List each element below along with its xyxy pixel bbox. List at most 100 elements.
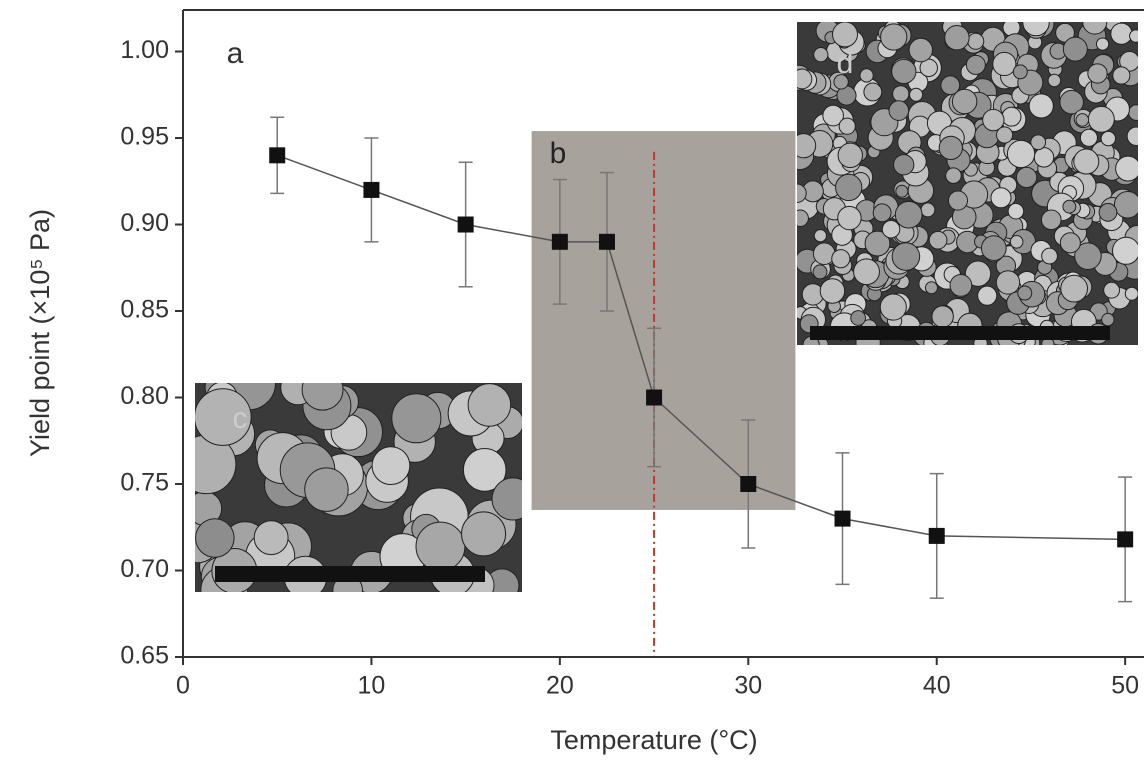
particle [797, 209, 809, 227]
shaded-region [531, 131, 796, 510]
particle [371, 446, 411, 486]
particle [1112, 66, 1131, 85]
particle [195, 388, 252, 446]
y-tick-label: 0.90 [120, 209, 169, 237]
panel-label: d [837, 47, 854, 80]
particle [859, 68, 874, 83]
particle [822, 104, 844, 127]
particles [797, 22, 1138, 345]
particle [301, 383, 344, 411]
x-axis-label: Temperature (°C) [550, 725, 757, 755]
y-tick-label: 0.85 [120, 296, 169, 324]
particle [893, 154, 915, 176]
x-tick-label: 10 [358, 672, 386, 700]
particle [949, 274, 973, 297]
particle [920, 202, 936, 218]
particle [892, 85, 910, 103]
particle [462, 448, 507, 492]
particle [938, 135, 963, 161]
x-tick-label: 0 [176, 672, 190, 700]
particle [1009, 235, 1024, 249]
particle [1128, 104, 1138, 121]
particle [1007, 202, 1025, 220]
particle [1022, 22, 1050, 37]
y-tick-label: 0.65 [120, 642, 169, 670]
particle [1110, 22, 1133, 45]
particle [982, 108, 1005, 132]
particle [1095, 37, 1110, 51]
particle [908, 37, 934, 63]
particle [812, 264, 828, 280]
particle [891, 242, 921, 271]
particle [491, 477, 522, 521]
particle [894, 200, 923, 229]
particle [837, 142, 863, 169]
particle [797, 133, 817, 159]
particle [831, 249, 851, 269]
y-axis-label: Yield point (×10⁵ Pa) [25, 209, 55, 457]
y-tick-label: 0.75 [120, 469, 169, 497]
particle [835, 173, 863, 202]
particle [1103, 281, 1120, 299]
particle [1100, 130, 1117, 147]
particle [837, 205, 862, 231]
particle [1113, 190, 1138, 219]
particle [1098, 203, 1118, 222]
particle [467, 383, 512, 427]
particle [909, 87, 924, 102]
particle [977, 285, 998, 306]
panel-label: a [227, 37, 244, 70]
particle [863, 82, 883, 102]
particle [853, 258, 880, 286]
particle [797, 183, 807, 204]
series-line [276, 154, 1126, 541]
particle [1040, 209, 1062, 231]
y-tick-label: 1.00 [120, 36, 169, 64]
data-point [740, 476, 757, 493]
particle [964, 260, 992, 287]
particle [947, 190, 969, 211]
sem-inset [797, 22, 1138, 345]
particle [1060, 274, 1089, 303]
particle [967, 32, 985, 50]
particle [1082, 22, 1108, 35]
particle [1028, 93, 1054, 119]
panel-label: c [233, 402, 248, 435]
particle [992, 51, 1017, 77]
particle [888, 100, 910, 121]
particle [833, 74, 849, 90]
particle [945, 167, 962, 184]
x-tick-label: 20 [546, 672, 574, 700]
particle [1015, 166, 1038, 189]
particle [944, 24, 970, 51]
particle [1059, 232, 1081, 254]
x-tick-label: 30 [734, 672, 762, 700]
particle [1059, 89, 1084, 115]
particle [813, 47, 829, 63]
particle [1112, 236, 1138, 265]
particle [819, 278, 846, 304]
particle [1033, 147, 1055, 168]
scale-bar [810, 326, 1110, 340]
particle [1079, 128, 1098, 147]
particle [1012, 64, 1028, 80]
particle [1124, 286, 1138, 301]
particle [995, 270, 1021, 295]
particle [391, 393, 442, 444]
particle [881, 219, 901, 239]
particle [1041, 247, 1058, 265]
particle [797, 68, 813, 90]
particle [931, 305, 954, 328]
particle [1129, 29, 1138, 43]
particle [195, 518, 235, 558]
particle [1062, 36, 1088, 62]
x-tick-label: 50 [1111, 672, 1139, 700]
particle [461, 511, 507, 557]
data-point [551, 233, 568, 250]
particle [951, 88, 978, 115]
particle [880, 23, 908, 51]
data-point [598, 233, 615, 250]
panel-label: b [550, 137, 567, 170]
data-point [363, 181, 380, 198]
